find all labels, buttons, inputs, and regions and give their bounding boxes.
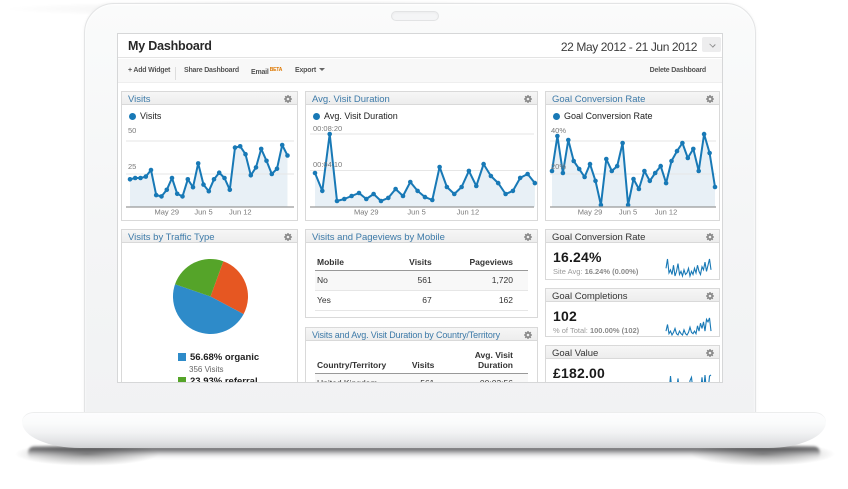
svg-text:00:04:10: 00:04:10 — [313, 160, 342, 169]
svg-text:Jun 5: Jun 5 — [407, 208, 425, 217]
svg-text:50: 50 — [128, 126, 136, 135]
svg-text:40%: 40% — [551, 126, 566, 135]
svg-text:Jun 5: Jun 5 — [619, 208, 637, 217]
svg-text:Jun 5: Jun 5 — [194, 208, 212, 217]
svg-text:25: 25 — [128, 162, 136, 171]
svg-text:May 29: May 29 — [154, 208, 179, 217]
svg-text:20%: 20% — [551, 162, 566, 171]
svg-text:Jun 12: Jun 12 — [655, 208, 678, 217]
svg-text:Jun 12: Jun 12 — [457, 208, 480, 217]
svg-text:00:08:20: 00:08:20 — [313, 124, 342, 133]
svg-text:May 29: May 29 — [578, 208, 603, 217]
svg-text:May 29: May 29 — [354, 208, 379, 217]
svg-text:Jun 12: Jun 12 — [229, 208, 252, 217]
